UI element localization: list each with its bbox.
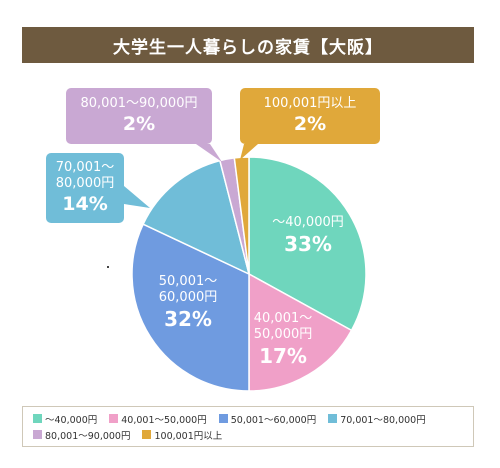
pie-slice-2 [131,223,250,392]
legend-item: 100,001円以上 [142,428,222,442]
legend-item: 80,001～90,000円 [33,428,130,442]
pie-slice-0 [248,156,367,332]
slice-range-label: 70,001～ [55,160,115,175]
callout-pointer-100001-over [240,144,258,160]
legend-label: 40,001～50,000円 [121,414,207,426]
legend-label: 70,001～80,000円 [340,414,426,426]
callout-70001-80000: 70,001～ 80,000円 14% [46,153,124,223]
pie-slice-3 [142,159,251,276]
slice-percent: 2% [293,113,327,135]
callout-pointer-70001-80000 [124,186,150,208]
slice-range-label: 50,001～ [158,274,218,289]
callout-pointer-80001-90000 [196,144,222,162]
slice-range-label: 80,001～90,000円 [80,96,198,111]
slice-label-50001-60000: 50,001～ 60,000円 32% [148,274,228,332]
legend-label: 80,001～90,000円 [45,430,131,442]
chart-title: 大学生一人暮らしの家賃【大阪】 [22,27,474,63]
slice-percent: 33% [284,232,332,256]
legend-label: 100,001円以上 [154,430,223,442]
legend-swatch [328,414,338,423]
callout-100001-over: 100,001円以上 2% [240,88,380,144]
legend-swatch [33,430,42,439]
slice-label-40001-50000: 40,001～ 50,000円 17% [243,311,323,369]
legend-swatch [33,414,42,423]
slice-range-label: ～40,000円 [272,215,344,230]
legend-swatch [218,414,228,423]
slice-range-label: 80,000円 [55,176,115,191]
legend-label: 50,001～60,000円 [230,414,317,426]
legend-item: 70,001～80,000円 [328,412,426,426]
slice-range-label: 40,001～ [253,311,313,326]
slice-percent: 32% [164,307,212,331]
callout-80001-90000: 80,001～90,000円 2% [66,88,212,144]
stray-dot [107,266,109,268]
legend: ～40,000円 40,001～50,000円 50,001～60,000円 7… [22,406,474,447]
slice-range-label: 100,001円以上 [263,96,357,111]
slice-percent: 17% [259,344,307,368]
slice-percent: 14% [62,193,108,215]
slice-label-under-40000: ～40,000円 33% [262,215,354,257]
legend-item: 40,001～50,000円 [109,412,207,426]
legend-label: ～40,000円 [45,414,98,426]
slice-percent: 2% [122,113,156,135]
slice-range-label: 50,000円 [253,327,313,342]
pie-slice-1 [248,272,353,392]
slice-range-label: 60,000円 [158,290,218,305]
legend-swatch [109,414,119,423]
legend-item: 50,001～60,000円 [218,412,317,426]
legend-swatch [142,430,152,439]
legend-item: ～40,000円 [33,412,97,426]
